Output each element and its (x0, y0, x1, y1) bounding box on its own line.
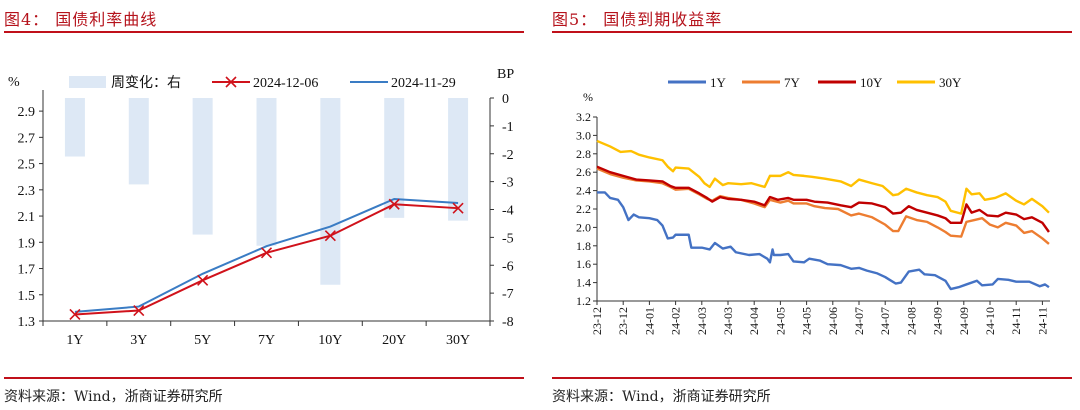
x-tick-label: 24-07 (878, 307, 892, 335)
y-axis-unit: % (583, 90, 593, 104)
y-tick-label: 1.6 (576, 257, 591, 271)
legend-label: 2024-11-29 (391, 76, 456, 91)
legend-swatch (69, 76, 106, 88)
x-marker (260, 247, 273, 259)
x-tick-label: 24-11 (1009, 307, 1023, 335)
x-marker (69, 308, 81, 321)
y-tick-label: 2.8 (576, 147, 591, 161)
x-tick-label: 7Y (258, 333, 275, 348)
series-line-2024-11-29 (74, 197, 459, 313)
y-axis-unit: % (8, 75, 20, 90)
x-tick-label: 23-12 (590, 307, 604, 335)
x-tick-label: 24-03 (721, 307, 735, 335)
y-tick-label: 2.5 (18, 158, 36, 173)
x-marker (324, 230, 336, 242)
x-tick-label: 23-12 (616, 307, 630, 335)
x-tick-label: 1Y (66, 333, 83, 348)
x-tick-label: 24-01 (642, 307, 656, 335)
x-tick-label: 3Y (130, 333, 147, 348)
y-tick-label: 1.4 (576, 276, 591, 290)
y2-tick-label: -5 (502, 231, 514, 246)
yield-timeseries-chart: 1.2 1.4 1.6 1.8 2.0 2.2 2.4 2.6 2.8 3.0 3.2 23-12 23… (576, 75, 1050, 335)
y-tick-label: 2.0 (576, 220, 591, 234)
series-line-10Y (596, 165, 1050, 233)
x-tick-label: 24-07 (852, 307, 866, 335)
legend-label: 1Y (710, 75, 727, 90)
change-bar (192, 98, 213, 235)
x-tick-label: 24-06 (826, 307, 840, 335)
x-tick-label: 24-10 (983, 307, 997, 335)
change-bar (256, 98, 277, 246)
x-tick-label: 10Y (318, 333, 342, 348)
x-tick-label: 24-04 (747, 307, 761, 335)
title-rule (552, 31, 1072, 33)
y-tick-label: 1.3 (18, 315, 36, 330)
y-tick-label: 2.2 (576, 202, 591, 216)
change-bar (384, 98, 405, 218)
y-tick-label: 1.2 (576, 294, 591, 308)
x-tick-label: 24-08 (904, 307, 918, 335)
y-tick-label: 2.1 (18, 210, 36, 225)
y-tick-label: 1.7 (18, 263, 36, 278)
figure-4-title: 图4： 国债利率曲线 (4, 10, 158, 29)
y-tick-label: 2.3 (18, 184, 36, 199)
source-note: 资料来源：Wind，浙商证券研究所 (552, 389, 771, 405)
legend-label: 30Y (939, 75, 962, 90)
x-marker (133, 304, 145, 317)
series-line-30Y (596, 139, 1050, 215)
x-marker (452, 202, 464, 214)
y-tick-label: 2.4 (576, 184, 591, 198)
source-rule (4, 377, 524, 379)
x-tick-label: 30Y (446, 333, 470, 348)
source-note: 资料来源：Wind，浙商证券研究所 (4, 389, 223, 405)
y2-tick-label: -2 (502, 148, 514, 163)
x-tick-label: 24-02 (669, 307, 683, 335)
x-tick-label: 24-05 (773, 307, 787, 335)
source-rule (552, 377, 1072, 379)
y2-tick-label: -3 (502, 176, 514, 191)
x-tick-label: 5Y (194, 333, 211, 348)
title-rule (4, 31, 524, 33)
x-tick-label: 24-09 (957, 307, 971, 335)
x-tick-label: 24-11 (1035, 307, 1049, 335)
y-tick-label: 3.0 (576, 128, 591, 142)
series-line-1Y (597, 191, 1050, 291)
legend-label: 7Y (784, 75, 801, 90)
x-tick-label: 24-05 (800, 307, 814, 335)
y-tick-label: 3.2 (576, 110, 591, 124)
y2-tick-label: -8 (502, 315, 514, 330)
y2-tick-label: -4 (502, 204, 514, 219)
y2-axis-unit: BP (497, 67, 514, 82)
legend-label: 2024-12-06 (253, 76, 318, 91)
x-tick-label: 24-09 (931, 307, 945, 335)
change-bar (64, 98, 85, 157)
y-tick-label: 2.7 (18, 131, 36, 146)
x-tick-label: 20Y (382, 333, 406, 348)
y-tick-label: 1.8 (576, 239, 591, 253)
x-marker (197, 274, 209, 286)
x-tick-label: 24-03 (695, 307, 709, 335)
y2-tick-label: 0 (502, 92, 509, 107)
y-tick-label: 1.9 (18, 236, 36, 251)
y2-tick-label: -7 (502, 287, 514, 302)
change-bar (128, 98, 149, 185)
y2-tick-label: -1 (502, 120, 514, 135)
y-tick-label: 2.9 (18, 105, 36, 120)
y-tick-label: 1.5 (18, 289, 36, 304)
legend-label: 周变化：右 (111, 75, 181, 91)
figure-5-title: 图5： 国债到期收益率 (552, 10, 723, 29)
x-marker (388, 198, 400, 210)
legend-label: 10Y (860, 75, 883, 90)
change-bar (448, 98, 469, 221)
y-tick-label: 2.6 (576, 165, 591, 179)
y2-tick-label: -6 (502, 259, 514, 274)
legend-marker (225, 76, 237, 88)
yield-curve-chart: 1.3 1.5 1.7 1.9 2.1 2.3 2.5 2.7 2.9 0 -1 -2 -3 -4 -5 -6… (8, 67, 514, 348)
